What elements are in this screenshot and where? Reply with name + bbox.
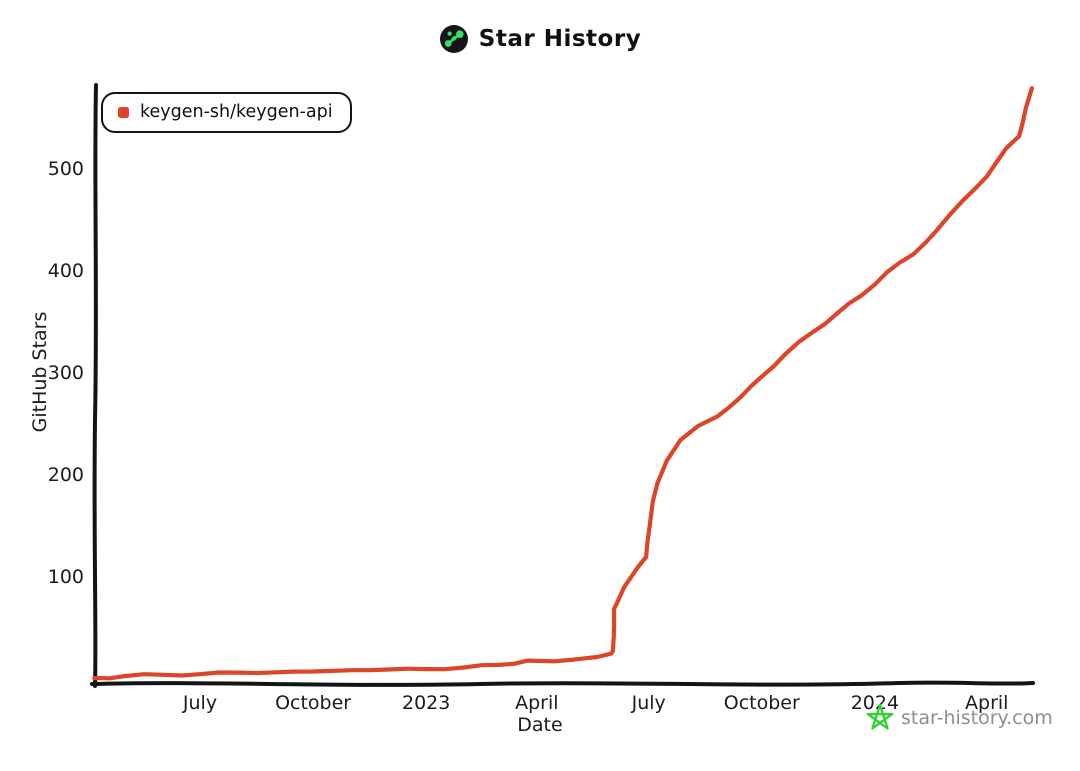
legend: keygen-sh/keygen-api [101,92,352,133]
watermark-text: star-history.com [901,707,1053,729]
series-keygen-sh-keygen-api [92,86,1034,681]
series-line-keygen-sh/keygen-api [92,86,1034,681]
y-tick-label: 300 [48,362,84,384]
x-tick-label: July [631,692,666,714]
y-tick-label: 100 [48,566,84,588]
x-tick-label: July [182,692,217,714]
page-title: Star History [0,24,1080,54]
x-tick-label: October [275,692,351,714]
y-tick-label: 400 [48,260,84,282]
watermark-link[interactable]: star-history.com [866,703,1053,733]
y-tick-label: 500 [48,158,84,180]
x-tick-label: April [515,692,558,714]
x-tick-label: April [965,692,1008,714]
y-axis-tick-labels: 100 200 300 400 500 [48,158,84,588]
x-tick-label: 2023 [402,692,450,714]
y-tick-label: 200 [48,464,84,486]
page-title-text: Star History [478,26,642,52]
legend-series-label: keygen-sh/keygen-api [140,102,333,122]
x-axis-tick-labels: July October 2023 April July October 2024 April [182,692,1009,714]
x-tick-label: October [724,692,800,714]
star-doodle-icon [866,703,894,733]
x-tick-label: 2024 [851,692,899,714]
y-axis-title: GitHub Stars [29,312,51,433]
x-axis-line [90,680,1035,687]
legend-swatch [118,106,129,118]
star-history-logo-icon [439,24,469,54]
x-axis-title: Date [517,714,562,736]
y-axis-line [92,83,98,688]
